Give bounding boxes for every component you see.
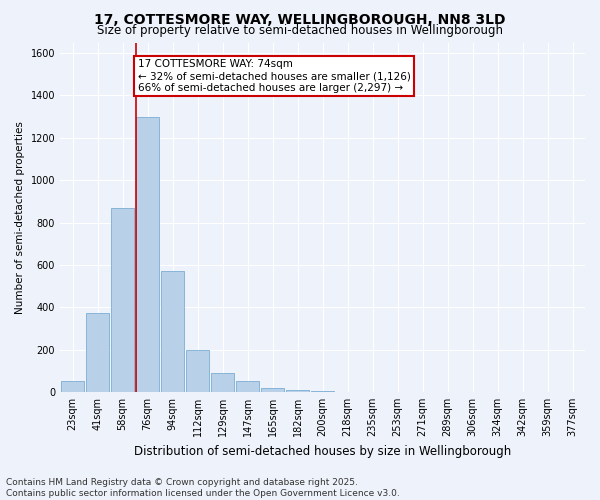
Bar: [311, 391, 334, 392]
Text: Contains HM Land Registry data © Crown copyright and database right 2025.
Contai: Contains HM Land Registry data © Crown c…: [6, 478, 400, 498]
Bar: [236, 382, 259, 392]
Bar: [161, 271, 184, 392]
Bar: [111, 208, 134, 392]
X-axis label: Distribution of semi-detached houses by size in Wellingborough: Distribution of semi-detached houses by …: [134, 444, 511, 458]
Bar: [261, 388, 284, 392]
Bar: [61, 382, 84, 392]
Bar: [86, 312, 109, 392]
Bar: [286, 390, 309, 392]
Bar: [186, 350, 209, 392]
Text: 17 COTTESMORE WAY: 74sqm
← 32% of semi-detached houses are smaller (1,126)
66% o: 17 COTTESMORE WAY: 74sqm ← 32% of semi-d…: [137, 60, 410, 92]
Text: 17, COTTESMORE WAY, WELLINGBOROUGH, NN8 3LD: 17, COTTESMORE WAY, WELLINGBOROUGH, NN8 …: [94, 12, 506, 26]
Bar: [136, 116, 159, 392]
Text: Size of property relative to semi-detached houses in Wellingborough: Size of property relative to semi-detach…: [97, 24, 503, 37]
Bar: [211, 373, 234, 392]
Y-axis label: Number of semi-detached properties: Number of semi-detached properties: [15, 121, 25, 314]
